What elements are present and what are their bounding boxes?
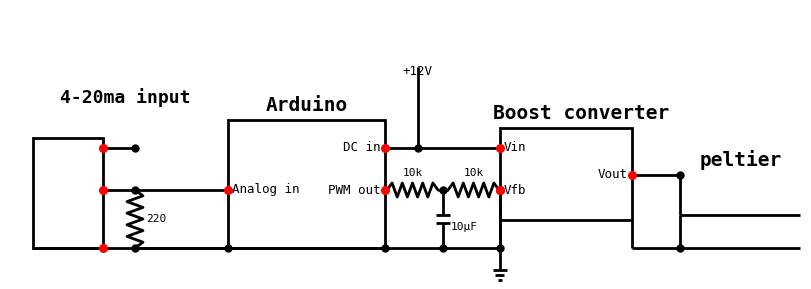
- Text: +12V: +12V: [402, 65, 432, 78]
- Text: 220: 220: [146, 214, 166, 224]
- Text: Vfb: Vfb: [504, 184, 526, 197]
- Text: peltier: peltier: [699, 150, 781, 170]
- Bar: [33, 138, 103, 248]
- Bar: [228, 120, 384, 248]
- Text: 10k: 10k: [463, 168, 483, 178]
- Text: DC in: DC in: [343, 142, 380, 155]
- Text: PWM out: PWM out: [328, 184, 380, 197]
- Text: Arduino: Arduino: [265, 96, 347, 115]
- Bar: [500, 128, 631, 220]
- Text: Boost converter: Boost converter: [492, 104, 668, 123]
- Text: Analog in: Analog in: [232, 184, 299, 197]
- Text: 10μF: 10μF: [450, 222, 478, 232]
- Text: 4-20ma input: 4-20ma input: [60, 88, 191, 107]
- Text: Vout: Vout: [597, 168, 627, 181]
- Text: Vin: Vin: [504, 142, 526, 155]
- Text: 10k: 10k: [402, 168, 422, 178]
